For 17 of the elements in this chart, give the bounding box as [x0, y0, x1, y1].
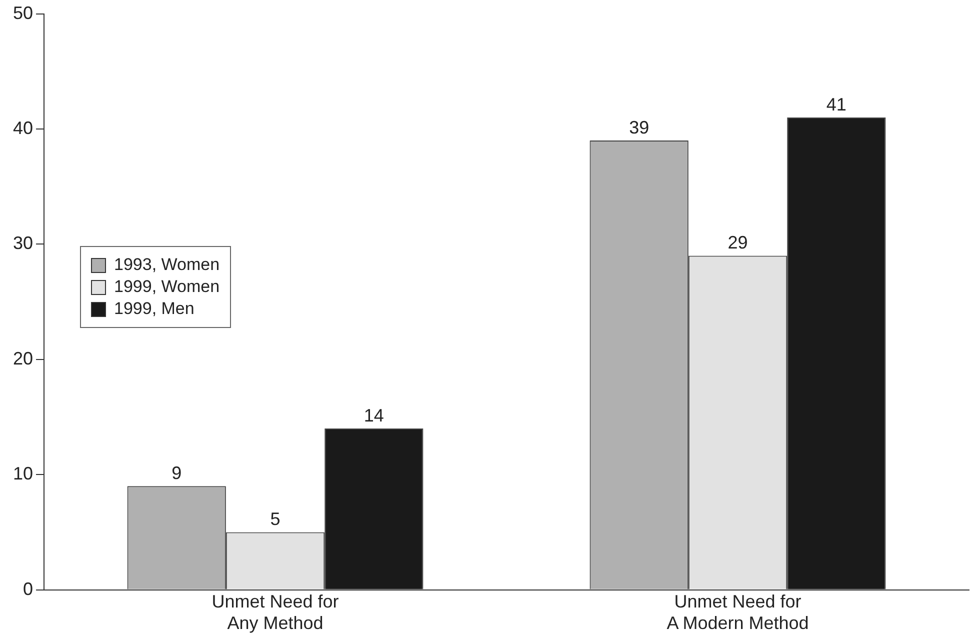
data-label: 14 [364, 405, 384, 426]
y-tick-label: 0 [23, 578, 34, 599]
legend-label: 1999, Men [114, 299, 194, 319]
data-label: 5 [270, 509, 280, 530]
x-tick-label: Unmet Need for A Modern Method [666, 592, 809, 634]
y-tick-label: 20 [12, 348, 34, 368]
legend-label: 1999, Women [114, 277, 220, 297]
y-tick-label: 30 [12, 233, 34, 254]
x-tick-label: Unmet Need for Any Method [212, 592, 339, 634]
y-tick-label: 40 [12, 118, 34, 138]
y-tick-label: 10 [12, 464, 34, 484]
data-label: 29 [728, 232, 748, 253]
data-label: 39 [629, 117, 650, 138]
y-tick-label: 50 [12, 2, 34, 23]
data-label: 41 [826, 94, 846, 114]
data-label: 9 [172, 463, 182, 484]
legend-label: 1993, Women [114, 255, 220, 275]
